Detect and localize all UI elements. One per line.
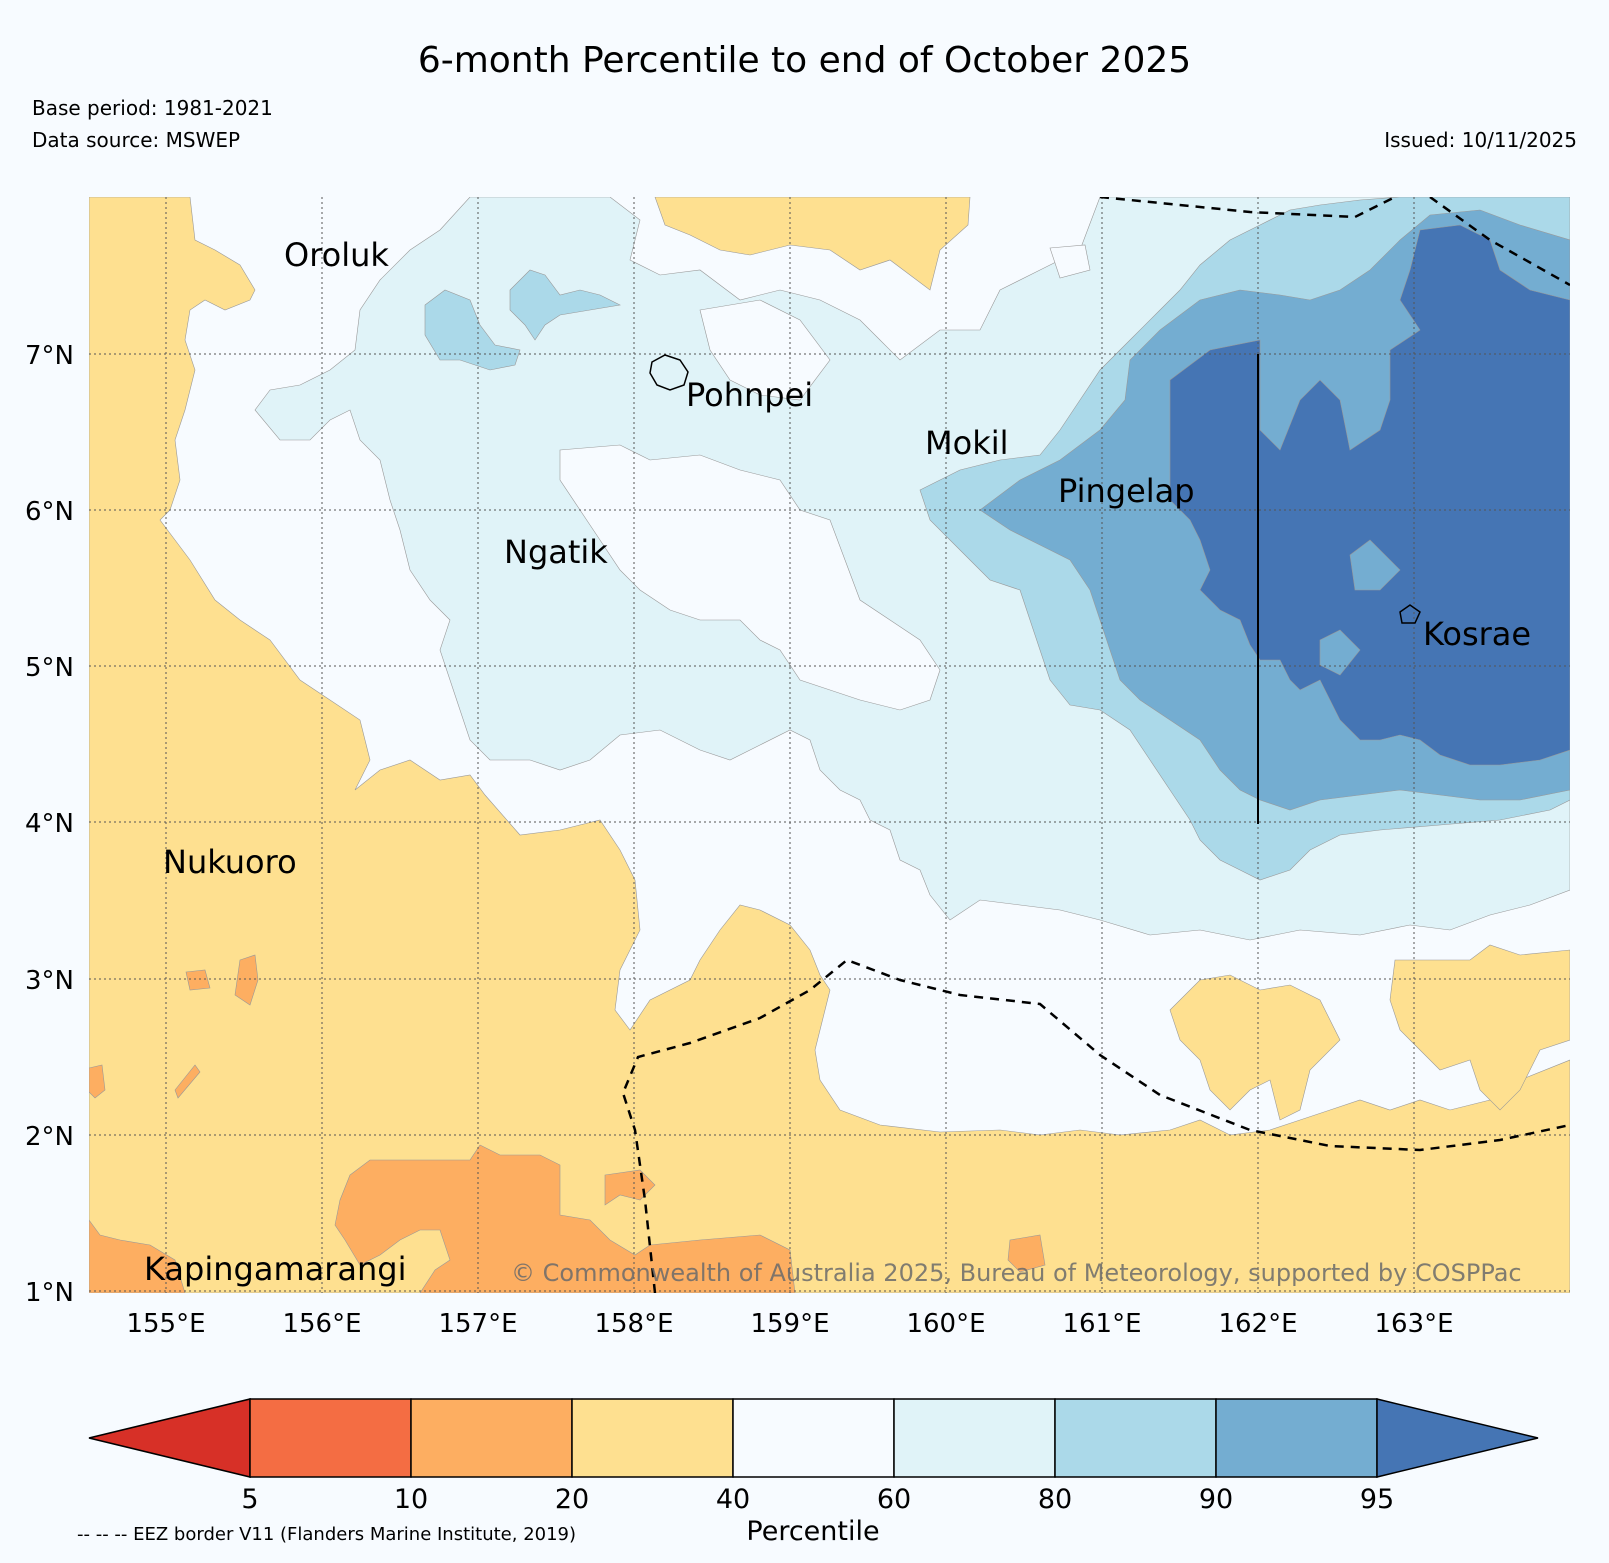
eez-border bbox=[621, 197, 1570, 1293]
place-label-pingelap: Pingelap bbox=[1058, 472, 1195, 510]
band-20-40-west bbox=[89, 197, 1570, 1293]
lon-label: 160°E bbox=[906, 1309, 985, 1339]
place-label-mokil: Mokil bbox=[925, 424, 1009, 462]
band-90-95-hole-b bbox=[1349, 539, 1401, 591]
colorbar-segment bbox=[893, 1398, 1056, 1478]
colorbar bbox=[88, 1398, 1539, 1478]
colorbar-segment bbox=[249, 1398, 412, 1478]
kosrae-island-outline bbox=[1399, 604, 1421, 624]
band-90-95-hole-a bbox=[1319, 629, 1361, 676]
colorbar-tick: 10 bbox=[394, 1484, 428, 1515]
lon-label: 158°E bbox=[594, 1309, 673, 1339]
lon-label: 155°E bbox=[126, 1309, 205, 1339]
lat-label: 4°N bbox=[25, 809, 74, 839]
place-label-kapingamarangi: Kapingamarangi bbox=[144, 1250, 406, 1288]
lon-axis: 155°E 156°E 157°E 158°E 159°E 160°E 161°… bbox=[126, 1309, 1453, 1339]
place-label-pohnpei: Pohnpei bbox=[686, 376, 813, 414]
lon-label: 159°E bbox=[750, 1309, 829, 1339]
lat-label: 6°N bbox=[25, 497, 74, 527]
colorbar-tick: 80 bbox=[1038, 1484, 1072, 1515]
place-label-kosrae: Kosrae bbox=[1423, 615, 1531, 653]
lat-label: 7°N bbox=[25, 341, 74, 371]
band-80-90-north-a bbox=[424, 289, 521, 371]
colorbar-segment bbox=[1054, 1398, 1217, 1478]
colorbar-tick: 20 bbox=[555, 1484, 589, 1515]
band-10-20-south bbox=[334, 1144, 796, 1293]
base-period: Base period: 1981-2021 bbox=[32, 96, 273, 120]
lat-label: 5°N bbox=[25, 653, 74, 683]
band-40-60-hole-a bbox=[559, 444, 941, 711]
lat-label: 2°N bbox=[25, 1122, 74, 1152]
data-source: Data source: MSWEP bbox=[32, 128, 241, 152]
band-20-40-east bbox=[1169, 974, 1341, 1121]
gridlines bbox=[89, 197, 1570, 1293]
band-20-40-north bbox=[654, 197, 971, 291]
colorbar-tick: 90 bbox=[1199, 1484, 1233, 1515]
colorbar-segment bbox=[1215, 1398, 1378, 1478]
lon-label: 162°E bbox=[1218, 1309, 1297, 1339]
band-80-90-north-b bbox=[509, 269, 621, 341]
map-title: 6-month Percentile to end of October 202… bbox=[417, 40, 1192, 81]
eez-attribution: -- -- -- EEZ border V11 (Flanders Marine… bbox=[77, 1524, 577, 1545]
band-10-20-small-c bbox=[89, 1064, 106, 1099]
band-10-20-sw bbox=[89, 1219, 186, 1293]
band-10-20-small-d bbox=[174, 1064, 201, 1099]
colorbar-tick: 95 bbox=[1360, 1484, 1394, 1515]
band-10-20-small-f bbox=[1007, 1234, 1046, 1273]
lat-label: 1°N bbox=[25, 1278, 74, 1308]
lon-label: 156°E bbox=[282, 1309, 361, 1339]
colorbar-label: Percentile bbox=[746, 1516, 879, 1547]
band-40-60-hole-b bbox=[699, 299, 831, 401]
colorbar-tick: 5 bbox=[241, 1484, 258, 1515]
colorbar-tick: 60 bbox=[877, 1484, 911, 1515]
issued-date: Issued: 10/11/2025 bbox=[1384, 128, 1577, 152]
colorbar-ticks: 5 10 20 40 60 80 90 95 Percentile bbox=[241, 1484, 1394, 1547]
lon-label: 161°E bbox=[1062, 1309, 1141, 1339]
colorbar-extend-low bbox=[88, 1398, 251, 1478]
lat-label: 3°N bbox=[25, 966, 74, 996]
copyright-note: © Commonwealth of Australia 2025, Bureau… bbox=[511, 1259, 1522, 1287]
colorbar-segment bbox=[410, 1398, 573, 1478]
lon-label: 157°E bbox=[438, 1309, 517, 1339]
colorbar-tick: 40 bbox=[716, 1484, 750, 1515]
place-label-nukuoro: Nukuoro bbox=[163, 843, 297, 881]
colorbar-extend-high bbox=[1376, 1398, 1539, 1478]
pohnpei-island-outline bbox=[649, 354, 689, 391]
band-95-100 bbox=[1169, 224, 1570, 766]
colorbar-segment bbox=[571, 1398, 734, 1478]
colorbar-segment bbox=[732, 1398, 895, 1478]
band-10-20-small-b bbox=[185, 969, 211, 991]
place-label-ngatik: Ngatik bbox=[504, 533, 608, 571]
map-area: Oroluk Pohnpei Mokil Pingelap Ngatik Kos… bbox=[89, 197, 1570, 1293]
band-20-40-east-2 bbox=[1389, 944, 1570, 1111]
band-40-60-hole-c bbox=[1049, 244, 1091, 279]
place-label-oroluk: Oroluk bbox=[284, 236, 389, 274]
lat-axis: 1°N 2°N 3°N 4°N 5°N 6°N 7°N bbox=[25, 341, 74, 1308]
lon-label: 163°E bbox=[1374, 1309, 1453, 1339]
band-10-20-small-a bbox=[234, 954, 259, 1006]
